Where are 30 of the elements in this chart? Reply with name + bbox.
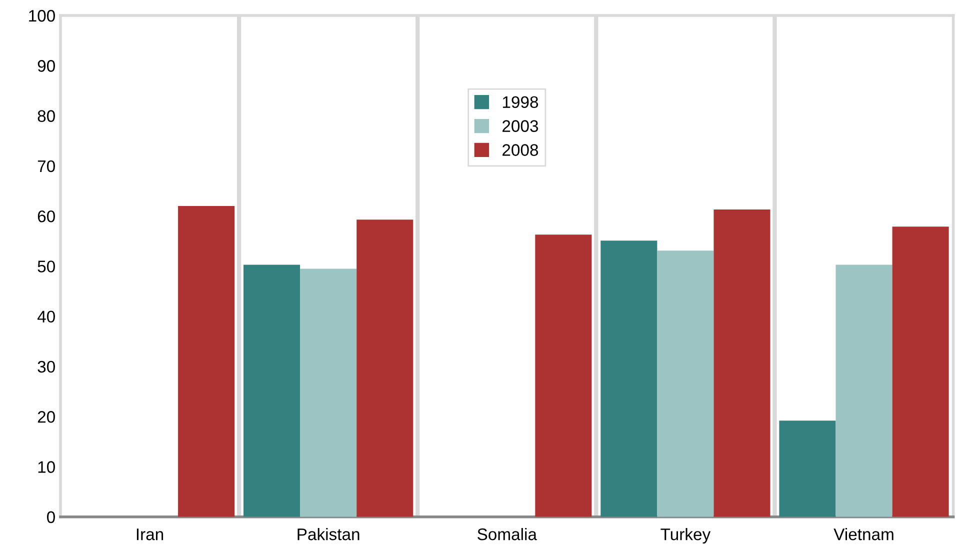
legend-label: 2003 bbox=[502, 120, 538, 132]
bar bbox=[178, 206, 235, 517]
legend-label: 2008 bbox=[502, 144, 538, 156]
y-tick-label: 0 bbox=[47, 511, 55, 524]
y-tick-label: 30 bbox=[38, 360, 55, 373]
y-tick-label: 90 bbox=[38, 60, 55, 72]
y-tick-label: 40 bbox=[37, 310, 55, 323]
y-tick-label: 10 bbox=[38, 461, 55, 473]
x-tick-label: Somalia bbox=[478, 528, 537, 540]
y-tick-label: 20 bbox=[38, 411, 55, 423]
bar bbox=[535, 234, 592, 517]
bar bbox=[244, 264, 300, 517]
y-tick-label: 50 bbox=[38, 260, 55, 272]
bar bbox=[779, 420, 836, 517]
x-tick-label: Turkey bbox=[660, 528, 711, 544]
bar bbox=[714, 210, 770, 517]
y-tick-label: 100 bbox=[29, 10, 55, 22]
x-tick-label: Iran bbox=[136, 528, 164, 540]
bar bbox=[892, 226, 949, 517]
bar bbox=[300, 268, 357, 517]
legend-label: 1998 bbox=[502, 96, 538, 108]
x-tick-label: Pakistan bbox=[298, 528, 360, 540]
bar bbox=[657, 250, 714, 517]
bar bbox=[836, 264, 892, 517]
bar bbox=[356, 220, 414, 517]
x-tick-label: Vietnam bbox=[834, 528, 894, 540]
bar bbox=[600, 240, 658, 517]
y-tick-label: 80 bbox=[38, 110, 55, 122]
y-tick-label: 60 bbox=[38, 210, 55, 222]
y-tick-label: 70 bbox=[38, 160, 55, 172]
